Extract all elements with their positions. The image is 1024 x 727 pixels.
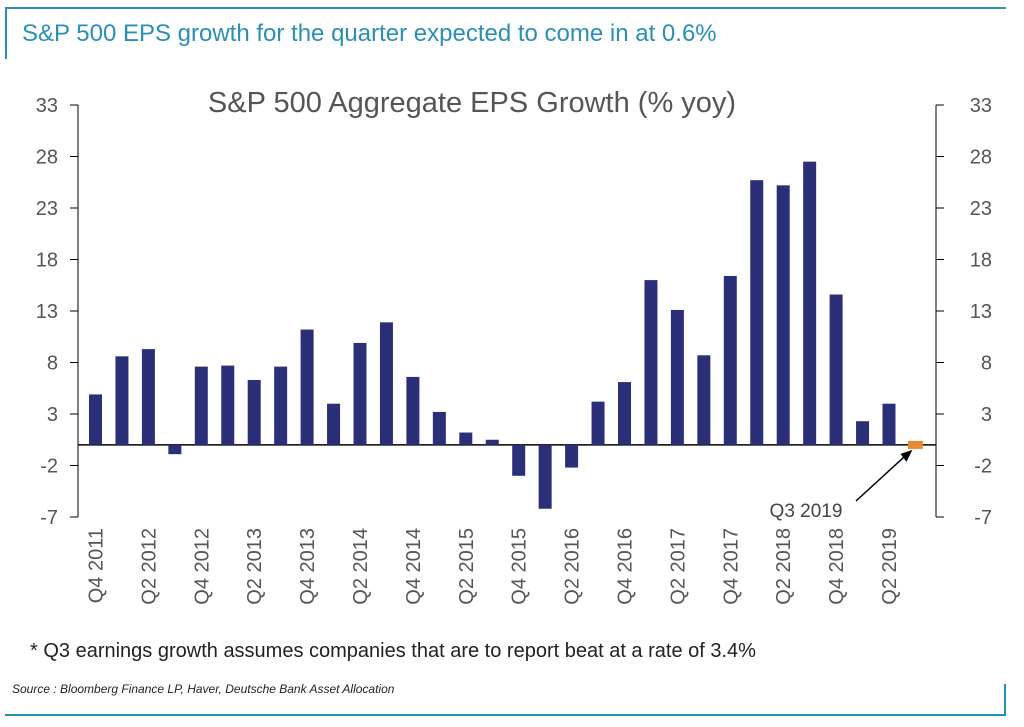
frame-top-line bbox=[5, 7, 1006, 9]
y-tick-label-right: 28 bbox=[970, 147, 992, 169]
bar-q2-2012 bbox=[141, 349, 155, 445]
y-tick-label-right: 8 bbox=[981, 353, 992, 375]
bar-q2-2013 bbox=[247, 380, 261, 445]
bar-q4-2018 bbox=[829, 294, 843, 445]
bar-q4-2012 bbox=[194, 366, 208, 445]
x-tick-label: Q2 2014 bbox=[350, 528, 372, 605]
y-tick-label-right: 33 bbox=[970, 95, 992, 117]
bar-q1-2018 bbox=[750, 180, 764, 445]
frame-left-line bbox=[5, 7, 7, 59]
bar-q1-2016 bbox=[538, 444, 552, 509]
y-tick-label-right: 3 bbox=[981, 404, 992, 426]
x-tick-label: Q2 2017 bbox=[667, 528, 689, 605]
bar-q3-2016 bbox=[591, 401, 605, 445]
bar-q4-2015 bbox=[512, 444, 526, 476]
bar-q3-2014 bbox=[379, 322, 393, 445]
bar-q3-2013 bbox=[274, 366, 288, 445]
y-tick-label-left: 3 bbox=[47, 404, 58, 426]
bar-q2-2016 bbox=[565, 444, 579, 468]
y-tick-label-right: -2 bbox=[974, 456, 992, 478]
x-tick-label: Q4 2014 bbox=[403, 528, 425, 605]
y-tick-label-left: -2 bbox=[40, 456, 58, 478]
headline: S&P 500 EPS growth for the quarter expec… bbox=[22, 20, 717, 47]
bar-q2-2019 bbox=[882, 403, 896, 445]
bar-q1-2012 bbox=[115, 356, 129, 445]
bar-q4-2011 bbox=[89, 394, 102, 445]
bar-q1-2014 bbox=[327, 403, 341, 445]
y-tick-label-left: 23 bbox=[36, 198, 58, 220]
y-tick-label-right: 18 bbox=[970, 250, 992, 272]
x-tick-label: Q2 2015 bbox=[456, 528, 478, 605]
annotation-arrow-head bbox=[900, 449, 913, 462]
y-tick-label-left: 18 bbox=[36, 250, 58, 272]
x-tick-label: Q4 2013 bbox=[297, 528, 319, 605]
frame-right-line bbox=[1004, 684, 1006, 716]
annotation-label: Q3 2019 bbox=[770, 501, 843, 522]
y-tick-label-left: 33 bbox=[36, 95, 58, 117]
x-tick-label: Q2 2013 bbox=[244, 528, 266, 605]
x-tick-label: Q4 2017 bbox=[720, 528, 742, 605]
x-tick-label: Q2 2019 bbox=[879, 528, 901, 605]
axes bbox=[70, 104, 944, 518]
bar-q4-2016 bbox=[618, 382, 631, 445]
annotation: Q3 2019 bbox=[770, 449, 913, 522]
bar-q1-2013 bbox=[221, 365, 235, 445]
bar-q2-2017 bbox=[670, 309, 684, 445]
bar-q3-2017 bbox=[697, 355, 711, 445]
bar-q1-2015 bbox=[432, 411, 446, 445]
annotation-arrow-line bbox=[855, 453, 908, 502]
x-tick-label: Q4 2011 bbox=[86, 528, 108, 603]
bar-q2-2018 bbox=[776, 185, 790, 445]
y-tick-label-right: 23 bbox=[970, 198, 992, 220]
bar-q4-2017 bbox=[723, 275, 737, 445]
bar-q2-2015 bbox=[459, 432, 473, 445]
bar-q3-2012 bbox=[168, 444, 182, 455]
x-tick-label: Q2 2016 bbox=[562, 528, 584, 605]
bar-q2-2014 bbox=[353, 342, 367, 445]
bar-q3-2018 bbox=[803, 161, 817, 445]
source-note: Source : Bloomberg Finance LP, Haver, De… bbox=[12, 682, 395, 696]
bar-q3-2019 bbox=[907, 440, 923, 449]
x-tick-label: Q4 2015 bbox=[509, 528, 531, 605]
bar-q4-2014 bbox=[406, 376, 420, 445]
bar-q3-2015 bbox=[485, 439, 499, 445]
y-tick-label-left: 13 bbox=[36, 301, 58, 323]
x-tick-label: Q4 2012 bbox=[191, 528, 213, 605]
chart-title: S&P 500 Aggregate EPS Growth (% yoy) bbox=[208, 87, 736, 119]
y-tick-label-right: -7 bbox=[974, 507, 992, 529]
x-tick-label: Q2 2012 bbox=[138, 528, 160, 605]
x-tick-label: Q2 2018 bbox=[773, 528, 795, 605]
footnote: * Q3 earnings growth assumes companies t… bbox=[30, 640, 756, 662]
bar-q1-2017 bbox=[644, 280, 658, 445]
x-tick-label: Q4 2018 bbox=[826, 528, 848, 605]
bar-q4-2013 bbox=[300, 329, 314, 445]
bar-q1-2019 bbox=[856, 421, 870, 445]
bars bbox=[89, 161, 923, 509]
y-tick-label-left: -7 bbox=[40, 507, 58, 529]
y-tick-label-left: 8 bbox=[47, 353, 58, 375]
frame-bottom-line bbox=[5, 714, 1006, 716]
x-tick-label: Q4 2016 bbox=[615, 528, 637, 605]
y-tick-label-left: 28 bbox=[36, 147, 58, 169]
y-tick-label-right: 13 bbox=[970, 301, 992, 323]
